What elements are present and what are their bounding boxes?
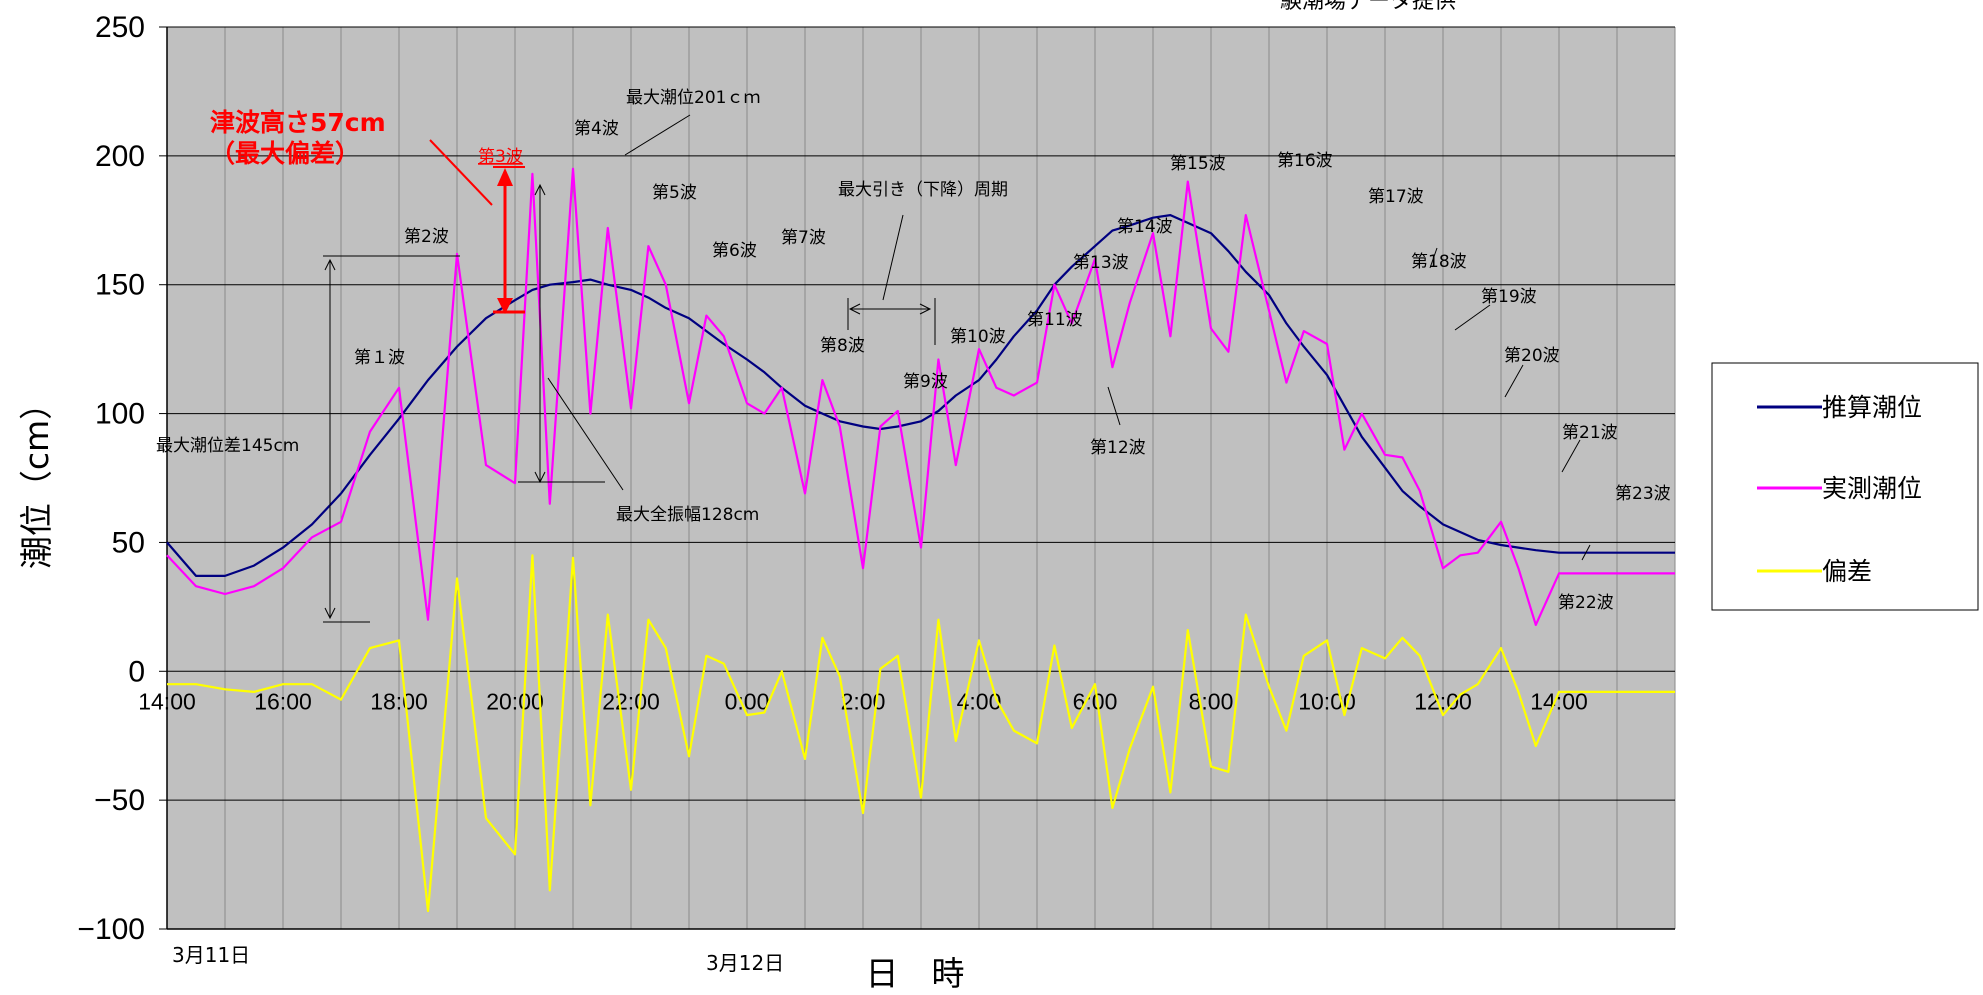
wave-label-7: 第7波 — [781, 228, 826, 248]
wave-label-19: 第19波 — [1481, 287, 1537, 307]
legend-label-deviation: 偏差 — [1822, 557, 1872, 586]
wave-label-10: 第10波 — [950, 327, 1006, 347]
wave-label-5: 第5波 — [652, 183, 697, 203]
x-tick-label: 14:00 — [138, 688, 196, 714]
legend-label-observed: 実測潮位 — [1822, 474, 1922, 503]
wave-label-20: 第20波 — [1504, 346, 1560, 366]
y-axis-ticks: 250 200 150 100 50 0 −50 −100 — [77, 11, 1675, 946]
vertical-gridlines — [166, 27, 1676, 929]
wave-label-4: 第4波 — [574, 119, 619, 139]
max-ebb-period-label: 最大引き（下降）周期 — [838, 180, 1008, 200]
max-tide-label: 最大潮位201ｃｍ — [626, 88, 760, 108]
y-tick-label: 0 — [128, 655, 145, 688]
wave-label-16: 第16波 — [1277, 151, 1333, 171]
y-tick-label: −50 — [94, 784, 145, 817]
y-tick-label: 50 — [112, 526, 145, 559]
tsunami-height-label: 津波高さ57cm — [210, 108, 386, 137]
y-tick-label: 150 — [95, 269, 145, 302]
wave-label-13: 第13波 — [1073, 253, 1129, 273]
max-full-amplitude-label: 最大全振幅128cm — [616, 505, 759, 525]
legend-box — [1711, 362, 1979, 611]
wave-label-15: 第15波 — [1170, 154, 1226, 174]
tsunami-height-marker — [429, 139, 525, 314]
top-note: 験潮場データ提供 — [1280, 0, 1456, 14]
wave-label-11: 第11波 — [1027, 310, 1083, 330]
series-lines — [166, 167, 1675, 913]
max-deviation-label: （最大偏差） — [210, 139, 360, 168]
series-line-1 — [166, 167, 1675, 627]
x-axis-label: 日 時 — [866, 954, 965, 993]
wave-label-6: 第6波 — [712, 241, 757, 261]
x-tick-label: 22:00 — [602, 688, 660, 714]
date-label-mar11: 3月11日 — [172, 943, 250, 967]
series-line-2 — [167, 554, 1675, 913]
wave-label-22: 第22波 — [1558, 593, 1614, 613]
wave-label-23: 第23波 — [1615, 484, 1671, 504]
wave-label-17: 第17波 — [1368, 187, 1424, 207]
x-tick-label: 8:00 — [1189, 688, 1234, 714]
wave-label-1: 第１波 — [354, 348, 405, 368]
y-tick-label: 200 — [95, 140, 145, 173]
y-tick-label: −100 — [77, 913, 145, 946]
x-tick-label: 16:00 — [254, 688, 312, 714]
wave-label-12: 第12波 — [1090, 438, 1146, 458]
x-tick-label: 18:00 — [370, 688, 428, 714]
x-tick-label: 0:00 — [725, 688, 770, 714]
wave-label-18: 第18波 — [1411, 252, 1467, 272]
x-tick-label: 6:00 — [1073, 688, 1118, 714]
annotation-lines — [323, 114, 1591, 623]
date-label-mar12: 3月12日 — [706, 951, 784, 975]
series-line-0 — [166, 214, 1675, 578]
legend: 推算潮位 実測潮位 偏差 — [1711, 362, 1979, 611]
y-tick-label: 100 — [95, 398, 145, 431]
wave-label-2: 第2波 — [404, 227, 449, 247]
legend-label-estimated: 推算潮位 — [1822, 393, 1922, 422]
wave-label-14: 第14波 — [1117, 217, 1173, 237]
x-axis-ticks: 14:00 16:00 18:00 20:00 22:00 0:00 2:00 4:00 6:0… — [138, 688, 1588, 714]
max-tide-range-label: 最大潮位差145cm — [156, 436, 299, 456]
wave-label-21: 第21波 — [1562, 423, 1618, 443]
wave-label-8: 第8波 — [820, 336, 865, 356]
y-tick-label: 250 — [95, 11, 145, 44]
wave-label-9: 第9波 — [903, 372, 948, 392]
x-tick-label: 20:00 — [486, 688, 544, 714]
wave-label-3: 第3波 — [478, 147, 523, 167]
y-axis-label: 潮位（cm） — [17, 387, 56, 569]
